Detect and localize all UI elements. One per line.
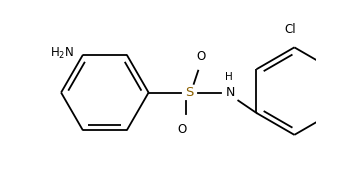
Text: S: S [185, 86, 194, 99]
Text: O: O [177, 122, 187, 136]
Text: H: H [225, 72, 233, 82]
Text: H$_2$N: H$_2$N [50, 46, 74, 61]
Text: N: N [225, 86, 235, 99]
Text: O: O [196, 50, 206, 63]
Text: Cl: Cl [284, 23, 296, 36]
